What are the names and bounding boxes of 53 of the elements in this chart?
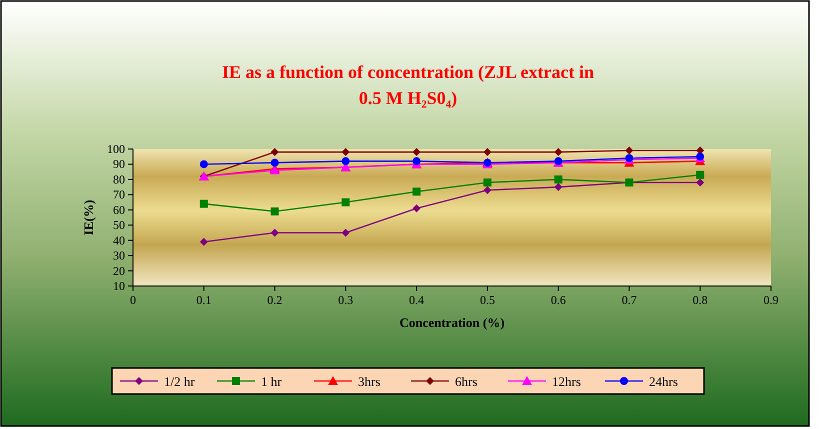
point [342,148,350,156]
x-tick-label: 0.4 [409,293,424,307]
x-axis-title: Concentration (%) [399,315,505,330]
x-tick-label: 0.1 [196,293,212,307]
legend-label: 1 hr [261,374,282,389]
legend-label: 24hrs [649,374,678,389]
legend-label: 3hrs [358,374,380,389]
point [412,157,421,166]
x-tick-label: 0.9 [764,293,778,307]
y-tick-label: 100 [107,142,125,156]
legend-label: 6hrs [455,374,478,389]
x-tick-label: 0.8 [692,293,708,307]
point [270,148,279,156]
x-tick-label: 0.7 [622,293,637,307]
point [270,228,279,237]
y-tick-label: 60 [113,202,125,217]
chart-title: IE as a function of concentration (ZJL extract in 0.5 M H₂S0₄) [222,62,594,108]
x-tick-label: 0.5 [480,293,495,307]
y-tick-label: 40 [113,233,125,248]
y-tick-label: 90 [113,157,125,172]
point [554,175,562,184]
point [483,186,492,194]
x-tick-label: 0 [130,293,136,307]
point [625,146,634,155]
y-tick-label: 70 [113,188,125,202]
point [696,170,704,179]
point [554,148,562,156]
y-tick-label: 50 [113,218,125,232]
y-tick-label: 10 [113,279,125,293]
point [483,178,492,186]
point [412,148,421,156]
point [696,178,704,186]
x-tick-label: 0.6 [550,293,566,307]
point [412,188,421,196]
legend-label: 1/2 hr [164,374,196,389]
y-tick-label: 30 [113,248,125,263]
y-tick-label: 20 [113,264,125,278]
point [342,157,350,166]
x-tick-label: 0.3 [338,293,354,307]
point [483,148,492,156]
point [554,183,562,192]
point [270,207,279,216]
point [200,200,208,208]
x-tick-label: 0.2 [267,293,282,307]
point [270,158,279,167]
point [200,160,208,168]
point [412,204,421,212]
y-axis-title: IE(%) [81,200,96,236]
point [342,198,350,206]
point [200,238,208,246]
point [342,228,350,237]
y-tick-label: 80 [113,172,125,186]
legend-label: 12hrs [552,374,581,389]
